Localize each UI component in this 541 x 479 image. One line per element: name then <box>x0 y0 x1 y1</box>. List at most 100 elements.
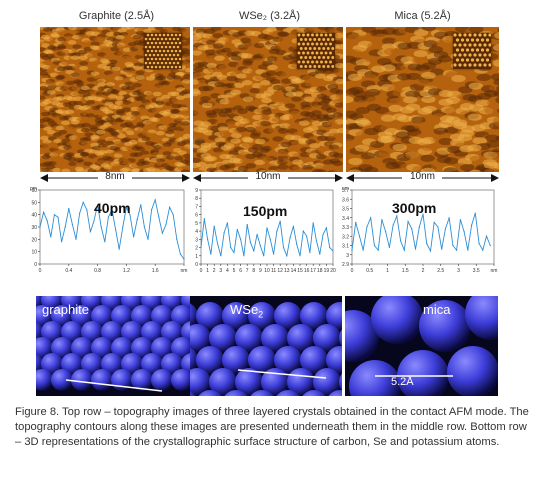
graphite-afm-image <box>40 27 190 172</box>
mica-peak-label: 300pm <box>392 200 437 216</box>
profile-point <box>433 221 435 223</box>
profile-point <box>230 246 232 249</box>
profile-point <box>296 243 298 245</box>
profile-point <box>61 241 63 243</box>
x-tick-label: 13 <box>284 268 290 274</box>
graphite-title: Graphite (2.5Å) <box>78 10 155 22</box>
x-tick-label: 0 <box>39 268 42 274</box>
profile-point <box>226 222 228 224</box>
profile-point <box>43 211 45 213</box>
profile-point <box>216 242 219 245</box>
profile-point <box>482 249 484 251</box>
profile-point <box>53 214 56 216</box>
profile-point <box>64 226 66 228</box>
profile-point <box>312 222 314 224</box>
profile-point <box>414 248 417 250</box>
profile-point <box>329 246 331 249</box>
profile-point <box>385 231 387 233</box>
profile-point <box>104 241 106 243</box>
profile-point <box>407 220 409 223</box>
profile-point <box>426 243 428 245</box>
profile-point <box>319 253 321 255</box>
mica-lattice-inset <box>453 33 492 69</box>
profile-point <box>392 224 394 226</box>
x-tick-label: nm <box>491 268 498 274</box>
profile-point <box>289 237 291 239</box>
profile-point <box>207 238 209 240</box>
x-tick-label: 15 <box>297 268 303 274</box>
mica-profile-plot: 2.9 3 3.1 3.2 3.3 3.4 3.5 3.6 3.7 0 0.5 1 1.5 2 2.5 3 3.… <box>334 186 502 278</box>
x-tick-label: 18 <box>317 268 323 274</box>
profile-point <box>172 214 174 216</box>
profile-point <box>111 209 113 211</box>
profile-point <box>463 231 465 233</box>
x-tick-label: 1 <box>386 268 389 274</box>
mica-scale-label: 10nm <box>409 171 435 182</box>
profile-point <box>358 235 361 237</box>
y-tick-label: 3.3 <box>342 225 349 231</box>
y-tick-label: 2 <box>195 246 198 252</box>
x-tick-label: 12 <box>277 268 283 274</box>
profile-point <box>233 251 235 254</box>
y-tick-label: 20 <box>31 237 37 243</box>
profile-point <box>179 253 181 255</box>
profile-point <box>459 219 461 221</box>
x-tick-label: 5 <box>233 268 236 274</box>
profile-point <box>273 253 275 255</box>
profile-point <box>243 255 245 257</box>
profile-point <box>129 214 131 216</box>
x-tick-label: 7 <box>246 268 249 274</box>
wse2-peak-label: 150pm <box>243 203 288 219</box>
wse2-3d-render: WSe2 <box>190 296 342 396</box>
profile-point <box>210 253 212 255</box>
x-tick-label: 1.6 <box>152 268 159 274</box>
atom-spheres <box>190 302 342 396</box>
profile-point <box>89 231 91 233</box>
profile-point <box>220 255 222 257</box>
graphite-render-label: graphite <box>42 302 89 317</box>
atom-spheres <box>345 296 498 396</box>
profile-point <box>279 220 281 222</box>
y-tick-label: 3.1 <box>342 244 349 250</box>
profile-point <box>57 216 59 218</box>
profile-point <box>259 245 261 247</box>
x-tick-label: 6 <box>239 268 242 274</box>
afm-texture <box>346 27 499 172</box>
y-unit-label: pm <box>30 186 37 192</box>
y-tick-label: 3.5 <box>342 207 349 213</box>
profile-point <box>107 216 109 218</box>
profile-point <box>46 220 48 222</box>
wse2-lattice-inset <box>297 33 335 69</box>
profile-point <box>309 251 311 254</box>
wse2-afm-image <box>193 27 343 172</box>
profile-point <box>161 232 163 234</box>
x-tick-label: 2 <box>213 268 216 274</box>
graphite-profile-plot: 0 10 20 30 40 50 60 0 0.4 0.8 1.2 1.6 nm pm 40pm <box>18 186 190 278</box>
mica-render-dimension: 5.2Å <box>391 376 414 388</box>
graphite-scale-bar: 8nm <box>40 170 190 186</box>
profile-point <box>75 238 77 240</box>
profile-point <box>474 212 476 214</box>
profile-point <box>422 213 424 215</box>
graphite-3d-render: graphite <box>36 296 191 396</box>
profile-point <box>86 209 88 211</box>
profile-point <box>147 238 149 240</box>
profile-point <box>286 255 288 257</box>
profile-point <box>122 226 124 228</box>
profile-point <box>165 223 167 226</box>
y-tick-label: 3 <box>195 237 198 243</box>
y-tick-label: 0 <box>34 262 37 268</box>
profile-point <box>183 258 185 260</box>
mica-scale-bar: 10nm <box>346 170 499 186</box>
profile-point <box>478 243 480 245</box>
y-tick-label: 0 <box>195 262 198 268</box>
x-tick-label: 0.5 <box>366 268 373 274</box>
y-tick-label: 40 <box>31 213 37 219</box>
profile-point <box>93 220 95 222</box>
y-tick-label: 2.9 <box>342 262 349 268</box>
graphite-scale-label: 8nm <box>105 171 125 182</box>
x-tick-label: 3.5 <box>473 268 480 274</box>
x-tick-label: nm <box>181 268 188 274</box>
profile-point <box>97 204 99 206</box>
y-tick-label: 4 <box>195 229 198 235</box>
